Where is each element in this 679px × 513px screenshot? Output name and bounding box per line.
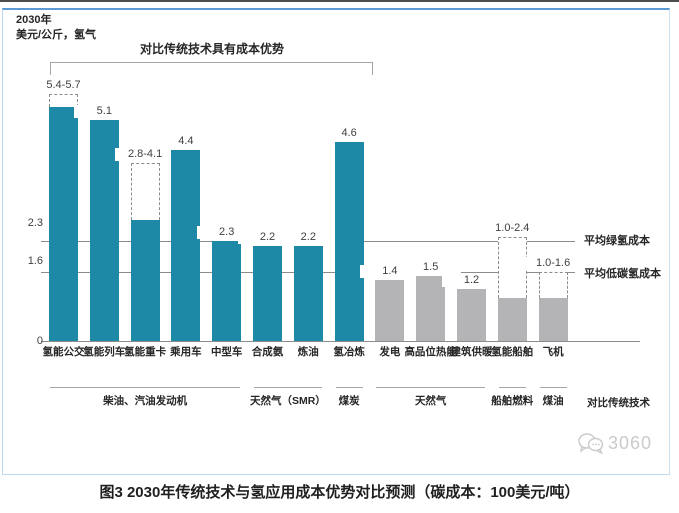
bar-range-氢能重卡	[130, 163, 160, 220]
group-line	[539, 387, 567, 388]
bar-乘用车	[171, 150, 201, 341]
bar-range-氢能公交	[49, 94, 78, 108]
group-line	[254, 387, 322, 388]
bar-range-飞机	[538, 271, 568, 298]
watermark: 3060	[578, 432, 652, 454]
bar-category-label: 氢能列车	[83, 346, 126, 358]
bar-value-label: 4.6	[319, 126, 380, 140]
chart-unit-header: 2030年 美元/公斤，氢气	[16, 13, 96, 43]
bar-category-label: 合成氨	[251, 346, 284, 358]
year-label: 2030年	[16, 14, 52, 26]
group-label: 船舶燃料	[491, 395, 534, 407]
group-line	[498, 387, 526, 388]
y-tick-label: 1.6	[27, 254, 43, 267]
bar-value-label: 5.4-5.7	[33, 79, 94, 93]
bar-氢能重卡	[130, 219, 160, 341]
chat-bubbles-icon	[578, 433, 604, 454]
group-label: 天然气（SMR）	[249, 395, 326, 407]
figure-caption: 图3 2030年传统技术与氢应用成本优势对比预测（碳成本：100美元/吨）	[99, 484, 580, 501]
top-divider	[0, 0, 679, 2]
bar-category-label: 乘用车	[170, 346, 202, 358]
unit-label: 美元/公斤，氢气	[16, 29, 97, 41]
x-axis-line	[41, 341, 640, 342]
bar-炼油	[293, 245, 323, 341]
bar-中型车	[212, 241, 242, 341]
bar-value-label: 1.0-1.6	[523, 256, 584, 270]
bar-合成氨	[253, 245, 282, 341]
advantage-bracket-label: 对比传统技术具有成本优势	[139, 42, 284, 56]
bar-category-label: 发电	[379, 346, 401, 358]
bar-category-label: 中型车	[210, 346, 243, 358]
bar-value-label: 2.2	[278, 230, 339, 244]
bar-value-label: 1.5	[400, 261, 461, 275]
y-tick-label: 0	[36, 335, 43, 347]
bar-建筑供暖	[457, 289, 486, 341]
y-tick-label: 2.3	[27, 217, 43, 230]
ref-line-label-1: 平均低碳氢成本	[584, 267, 661, 280]
bar-高品位热能	[416, 276, 446, 341]
bar-氢能船舶	[497, 297, 527, 341]
advantage-bracket	[50, 62, 373, 75]
bar-category-label: 氢冶炼	[333, 346, 365, 358]
group-line	[335, 387, 363, 388]
group-line	[376, 387, 485, 388]
bar-value-label: 2.8-4.1	[115, 148, 176, 162]
bar-category-label: 建筑供暖	[450, 346, 493, 358]
bar-category-label: 炼油	[297, 346, 319, 358]
bar-value-label: 1.2	[441, 274, 502, 288]
group-label: 柴油、汽油发动机	[103, 395, 188, 407]
ref-line-label-0: 平均绿氢成本	[584, 235, 650, 248]
comparison-row-label: 对比传统技术	[587, 397, 650, 409]
bar-value-label: 5.1	[74, 105, 135, 119]
bar-发电	[375, 280, 405, 341]
bar-氢能公交	[49, 107, 78, 341]
bar-category-label: 氢能船舶	[491, 346, 534, 358]
group-label: 天然气	[414, 395, 447, 407]
bar-category-label: 飞机	[542, 346, 564, 358]
bar-飞机	[538, 297, 568, 341]
group-line	[50, 387, 241, 388]
bar-氢能列车	[89, 120, 119, 341]
bar-氢冶炼	[334, 141, 364, 341]
group-label: 煤炭	[338, 395, 360, 407]
bar-category-label: 高品位热能	[404, 346, 457, 358]
group-label: 煤油	[542, 395, 564, 407]
watermark-text: 3060	[608, 432, 653, 453]
bar-value-label: 4.4	[155, 135, 216, 149]
bar-value-label: 1.0-2.4	[482, 222, 543, 236]
bar-category-label: 氢能公交	[42, 346, 85, 358]
bar-category-label: 氢能重卡	[124, 346, 167, 358]
